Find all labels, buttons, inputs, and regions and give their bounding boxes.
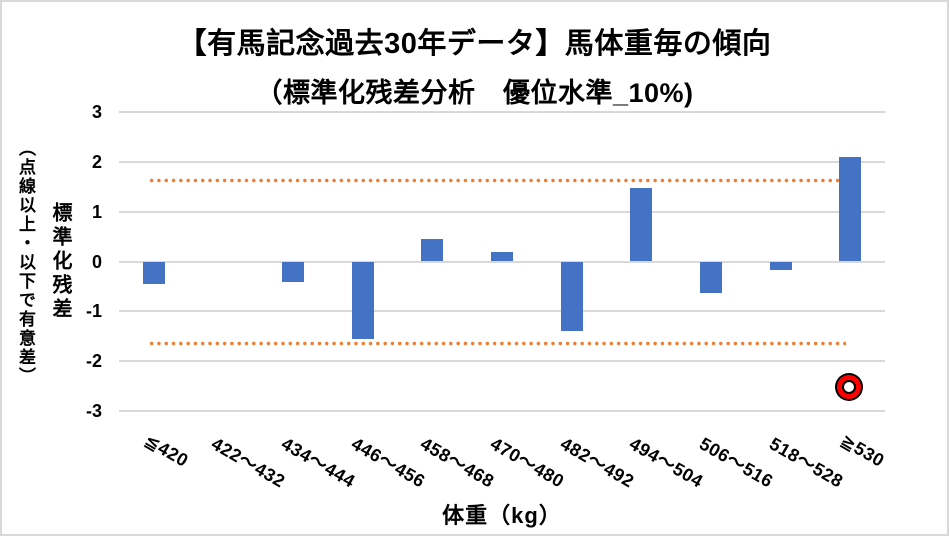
x-tick-label: ≧530 xyxy=(837,430,888,471)
gridline-y-3 xyxy=(119,410,885,412)
y-tick-label: -1 xyxy=(85,301,102,322)
highlight-marker xyxy=(842,379,857,394)
upper-threshold-line xyxy=(148,177,846,183)
x-tick-label: 470～480 xyxy=(487,433,568,492)
y-tick-label: 2 xyxy=(91,151,102,172)
bar-446～456 xyxy=(351,261,374,339)
bar-494～504 xyxy=(630,188,653,262)
y-tick-label: 3 xyxy=(91,102,102,122)
y-axis-title: 標準化残差 xyxy=(49,201,71,322)
x-tick-label: ≦420 xyxy=(140,430,192,471)
gridline-y-1 xyxy=(119,310,885,313)
bar-470～480 xyxy=(491,251,513,262)
gridline-y3 xyxy=(119,111,885,113)
y-tick-label: -2 xyxy=(85,351,102,372)
plot-area xyxy=(119,111,885,412)
y-axis-subtitle: （点線以上・以下で有意差） xyxy=(16,138,35,386)
bar-≧530 xyxy=(839,156,862,262)
x-tick-label: 494～504 xyxy=(626,433,707,492)
x-tick-label: 506～516 xyxy=(695,433,777,492)
gridline-y1 xyxy=(119,210,885,213)
x-tick-label: 434～444 xyxy=(278,433,359,492)
lower-threshold-line xyxy=(148,341,846,347)
bar-518～528 xyxy=(769,261,792,270)
bar-458～468 xyxy=(421,239,444,262)
y-tick-label: -3 xyxy=(85,401,102,421)
bar-≦420 xyxy=(142,261,165,284)
x-tick-label: 446～456 xyxy=(347,433,429,492)
x-tick-label: 482～492 xyxy=(556,433,638,492)
x-tick-label: 518～528 xyxy=(765,433,847,492)
chart-title-line2: （標準化残差分析 優位水準_10%) xyxy=(255,78,694,108)
chart-title-line1: 【有馬記念過去30年データ】馬体重毎の傾向 xyxy=(177,28,772,60)
bar-506～516 xyxy=(699,261,722,293)
gridline-y-2 xyxy=(119,360,885,363)
bar-482～492 xyxy=(560,261,583,332)
y-tick-label: 1 xyxy=(91,201,102,222)
gridline-y2 xyxy=(119,160,885,163)
bar-434～444 xyxy=(282,261,305,283)
x-tick-label: 422～432 xyxy=(208,433,290,492)
gridline-y0 xyxy=(119,260,885,263)
y-tick-label: 0 xyxy=(91,251,102,272)
x-axis-title: 体重（kg） xyxy=(442,503,562,528)
x-tick-label: 458～468 xyxy=(417,433,499,492)
